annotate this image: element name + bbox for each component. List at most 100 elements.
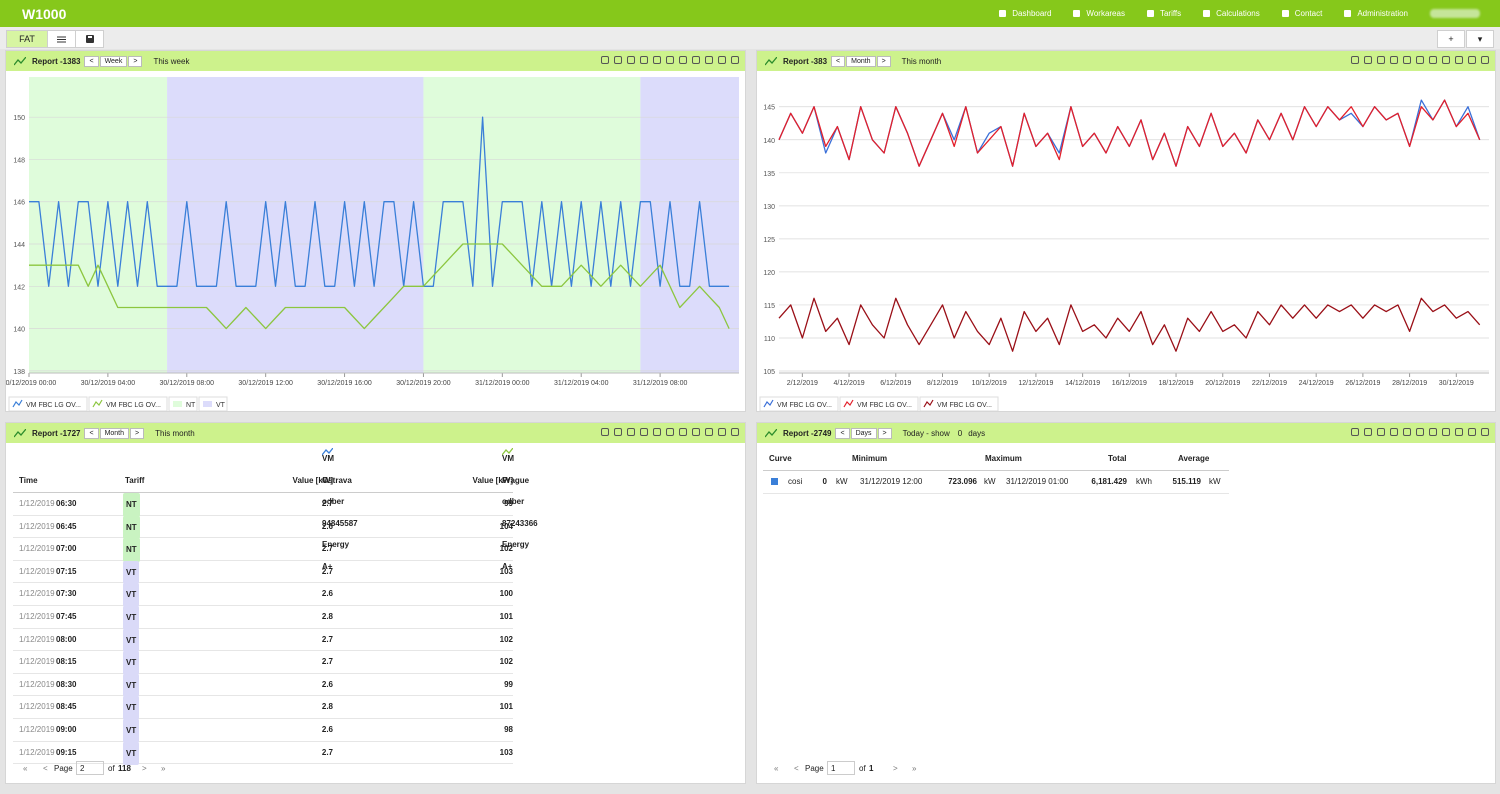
tool-icon[interactable] (679, 56, 687, 64)
tool-icon[interactable] (614, 56, 622, 64)
table-row: 1/12/2019 07:30 VT 2.6 100 (13, 583, 513, 607)
list-button[interactable] (47, 30, 76, 48)
tool-icon[interactable] (1468, 56, 1476, 64)
tool-icon[interactable] (640, 428, 648, 436)
tool-icon[interactable] (731, 56, 739, 64)
page-input[interactable]: 1 (827, 761, 855, 775)
table-row: 1/12/2019 07:45 VT 2.8 101 (13, 605, 513, 630)
tool-icon[interactable] (666, 428, 674, 436)
prev-button[interactable]: < (84, 427, 99, 439)
period-button[interactable]: Month (99, 427, 130, 439)
period-button[interactable]: Days (850, 427, 877, 439)
tool-icon[interactable] (1351, 428, 1359, 436)
tool-icon[interactable] (1481, 428, 1489, 436)
page-input[interactable]: 2 (76, 761, 104, 775)
tool-icon[interactable] (705, 428, 713, 436)
series-icon (502, 448, 513, 456)
tool-icon[interactable] (653, 428, 661, 436)
tool-icon[interactable] (1377, 56, 1385, 64)
summary-cell: 0 (822, 477, 827, 486)
tariff-badge: VT (123, 718, 140, 743)
table-row: 1/12/2019 09:00 VT 2.6 98 (13, 718, 513, 743)
tool-icon[interactable] (1429, 428, 1437, 436)
tool-icon[interactable] (1455, 56, 1463, 64)
menu-button[interactable]: ▾ (1466, 30, 1494, 48)
top-bar: W1000 Dashboard Workareas Tariffs Calculati… (0, 0, 1500, 27)
nav-item[interactable]: Calculations (1203, 9, 1260, 18)
tool-icon[interactable] (1351, 56, 1359, 64)
tariff-badge: VT (123, 741, 140, 766)
tool-icon[interactable] (1390, 56, 1398, 64)
nav-item[interactable]: Workareas (1073, 9, 1125, 18)
user-name-blurred[interactable] (1430, 9, 1480, 18)
add-button[interactable]: + (1437, 30, 1465, 48)
tool-icon[interactable] (640, 56, 648, 64)
period-button[interactable]: Month (846, 55, 876, 67)
tool-icon[interactable] (731, 428, 739, 436)
expand-icon[interactable] (771, 478, 778, 485)
nav-label: Contact (1294, 9, 1323, 18)
panel-header: Report -1383 < Week > This week (6, 51, 745, 71)
period-button[interactable]: Week (99, 55, 128, 67)
pager-next[interactable]: > (142, 764, 147, 773)
legend-label: VM FBC LG OV... (857, 402, 912, 409)
pager-last[interactable]: » (161, 764, 166, 773)
prev-button[interactable]: < (84, 55, 99, 67)
tool-icon[interactable] (1403, 56, 1411, 64)
legend-box (759, 396, 839, 411)
pager-prev[interactable]: < (43, 764, 48, 773)
tool-icon[interactable] (666, 56, 674, 64)
pager-label: Page (805, 764, 824, 773)
tool-icon[interactable] (627, 56, 635, 64)
tool-icon[interactable] (1416, 428, 1424, 436)
prev-button[interactable]: < (835, 427, 850, 439)
tool-icon[interactable] (1390, 428, 1398, 436)
tool-icon[interactable] (718, 56, 726, 64)
tool-icon[interactable] (1481, 56, 1489, 64)
nav-item[interactable]: Dashboard (999, 9, 1051, 18)
save-button[interactable] (75, 30, 104, 48)
nav-item[interactable]: Administration (1344, 9, 1408, 18)
row-date: 1/12/2019 (19, 724, 55, 734)
tool-icon[interactable] (1416, 56, 1424, 64)
tool-icon[interactable] (601, 428, 609, 436)
tool-icon[interactable] (614, 428, 622, 436)
pager-prev[interactable]: < (794, 764, 799, 773)
tool-icon[interactable] (705, 56, 713, 64)
tool-icon[interactable] (692, 56, 700, 64)
tool-icon[interactable] (1364, 56, 1372, 64)
tool-icon[interactable] (1364, 428, 1372, 436)
tool-icon[interactable] (627, 428, 635, 436)
tool-icon[interactable] (1403, 428, 1411, 436)
tool-icon[interactable] (1377, 428, 1385, 436)
panel-tools (601, 56, 739, 64)
nav-item[interactable]: Contact (1281, 9, 1323, 18)
next-button[interactable]: > (876, 55, 891, 67)
next-button[interactable]: > (128, 55, 143, 67)
tool-icon[interactable] (653, 56, 661, 64)
tool-icon[interactable] (601, 56, 609, 64)
prev-button[interactable]: < (831, 55, 846, 67)
tool-icon[interactable] (1429, 56, 1437, 64)
tool-icon[interactable] (1455, 428, 1463, 436)
tool-icon[interactable] (692, 428, 700, 436)
value-cell: 99 (504, 499, 513, 508)
column-header: Minimum (852, 454, 888, 463)
tool-icon[interactable] (1442, 428, 1450, 436)
pager-first[interactable]: « (774, 764, 779, 773)
table-row: 1/12/2019 06:30 NT 2.7 99 (13, 493, 513, 517)
next-button[interactable]: > (877, 427, 892, 439)
pager-last[interactable]: » (912, 764, 917, 773)
tool-icon[interactable] (718, 428, 726, 436)
summary-cell: 723.096 (948, 477, 977, 486)
x-tick-label: 8/12/2019 (927, 380, 958, 387)
tab[interactable]: FAT (6, 30, 48, 48)
legend-box (88, 396, 168, 411)
next-button[interactable]: > (130, 427, 145, 439)
tool-icon[interactable] (1442, 56, 1450, 64)
nav-item[interactable]: Tariffs (1146, 9, 1181, 18)
tool-icon[interactable] (1468, 428, 1476, 436)
tool-icon[interactable] (679, 428, 687, 436)
pager-first[interactable]: « (23, 764, 28, 773)
pager-next[interactable]: > (893, 764, 898, 773)
